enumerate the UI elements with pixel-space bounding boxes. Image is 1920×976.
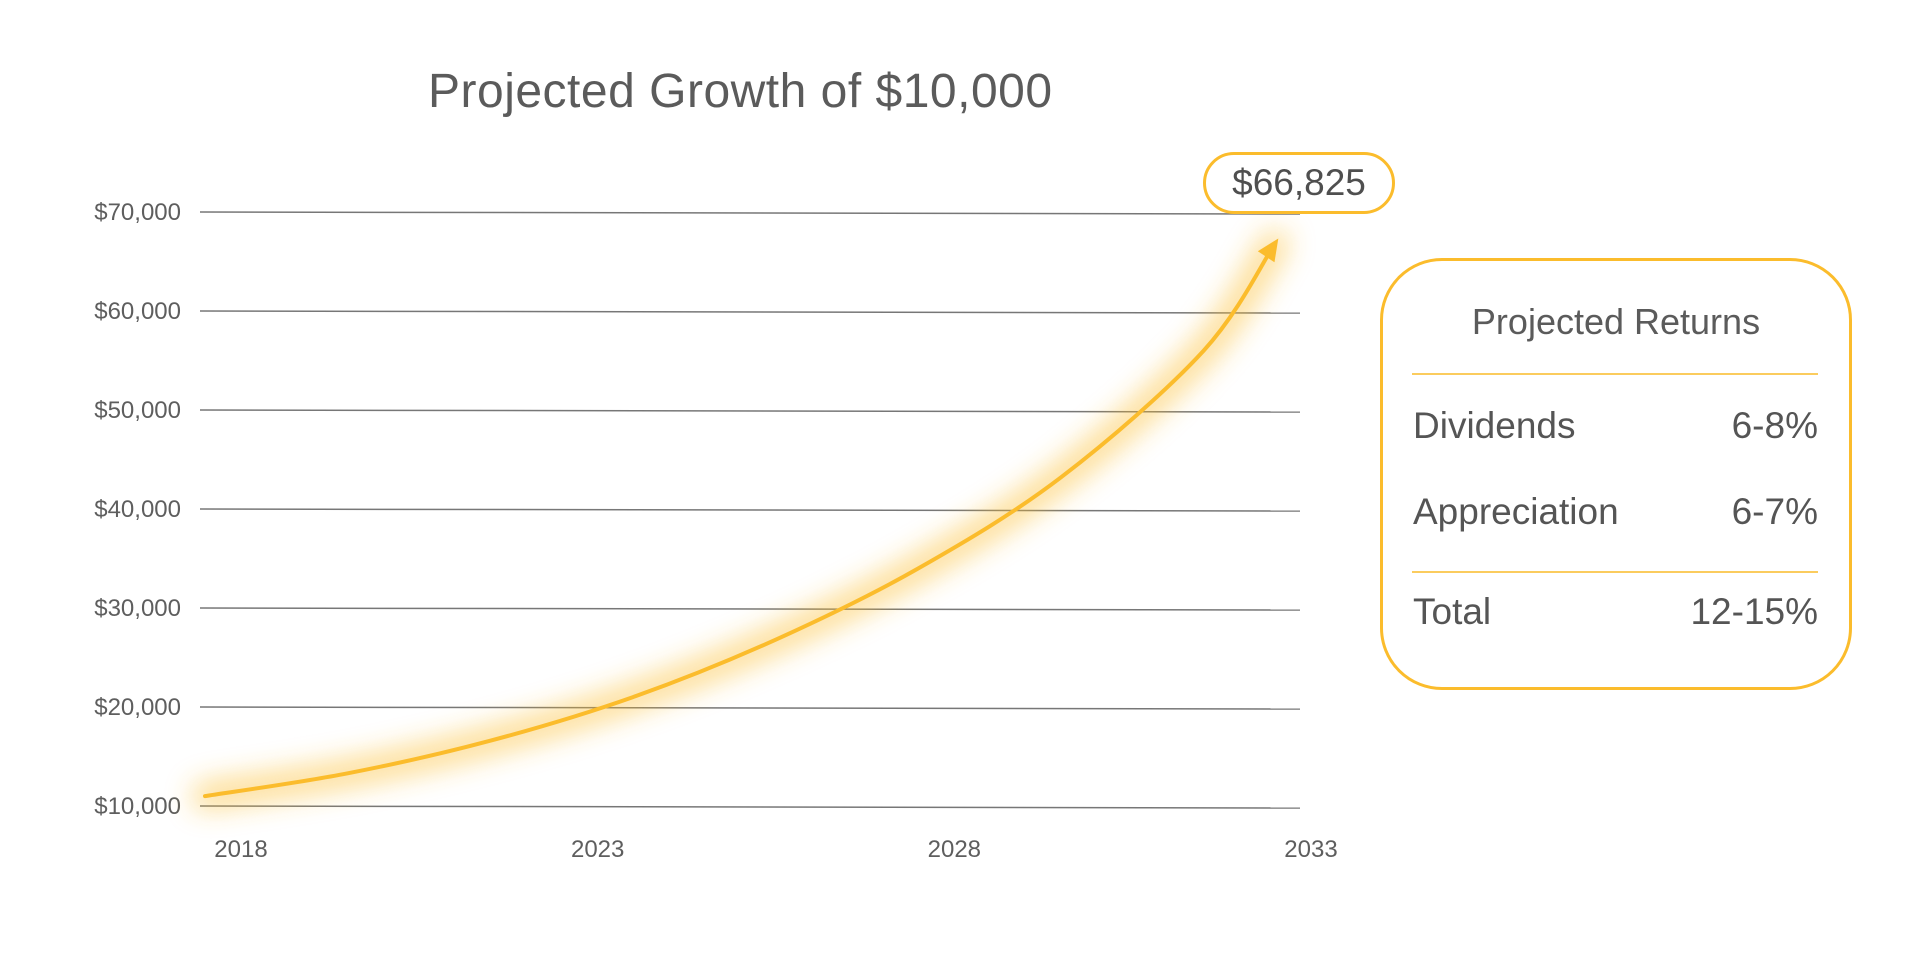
x-tick-label: 2023 (571, 836, 624, 863)
grid-line (199, 508, 1301, 512)
x-axis-tick-labels: 2018 2023 2028 2033 (214, 836, 1337, 863)
returns-row-value: 6-8% (1731, 405, 1818, 446)
returns-divider-bottom (1412, 571, 1818, 573)
chart-title: Projected Growth of $10,000 (428, 65, 1053, 118)
returns-row-total: Total 12-15% (1413, 591, 1818, 633)
grid-lines (199, 211, 1301, 809)
grid-line (199, 211, 1301, 215)
y-tick-label: $70,000 (94, 199, 181, 226)
y-tick-label: $20,000 (94, 694, 181, 721)
grid-line (199, 706, 1301, 710)
y-tick-label: $40,000 (94, 496, 181, 523)
y-tick-label: $50,000 (94, 397, 181, 424)
grid-line (199, 409, 1301, 413)
y-axis-tick-labels: $10,000 $20,000 $30,000 $40,000 $50,000 $60,0… (94, 199, 181, 820)
returns-row-dividends: Dividends 6-8% (1413, 405, 1818, 447)
returns-total-label: Total (1413, 591, 1492, 632)
y-tick-label: $10,000 (94, 793, 181, 820)
returns-row-label: Dividends (1413, 405, 1576, 446)
returns-panel-title: Projected Returns (1471, 301, 1761, 342)
growth-line (203, 241, 1277, 799)
x-tick-label: 2033 (1284, 836, 1337, 863)
final-value-badge: $66,825 (1203, 152, 1395, 214)
grid-line (199, 805, 1301, 809)
x-tick-label: 2028 (928, 836, 981, 863)
projected-returns-panel: Projected Returns Dividends 6-8% Appreci… (1380, 258, 1852, 690)
returns-row-label: Appreciation (1413, 491, 1619, 532)
y-tick-label: $30,000 (94, 595, 181, 622)
arrowhead-icon (1257, 238, 1279, 263)
returns-row-value: 6-7% (1731, 491, 1818, 532)
returns-total-value: 12-15% (1690, 591, 1818, 632)
returns-row-appreciation: Appreciation 6-7% (1413, 491, 1818, 533)
y-tick-label: $60,000 (94, 298, 181, 325)
x-tick-label: 2018 (214, 836, 267, 863)
growth-line-glow (192, 230, 1288, 810)
grid-line (199, 310, 1301, 314)
grid-line (199, 607, 1301, 611)
returns-divider-top (1412, 373, 1818, 375)
